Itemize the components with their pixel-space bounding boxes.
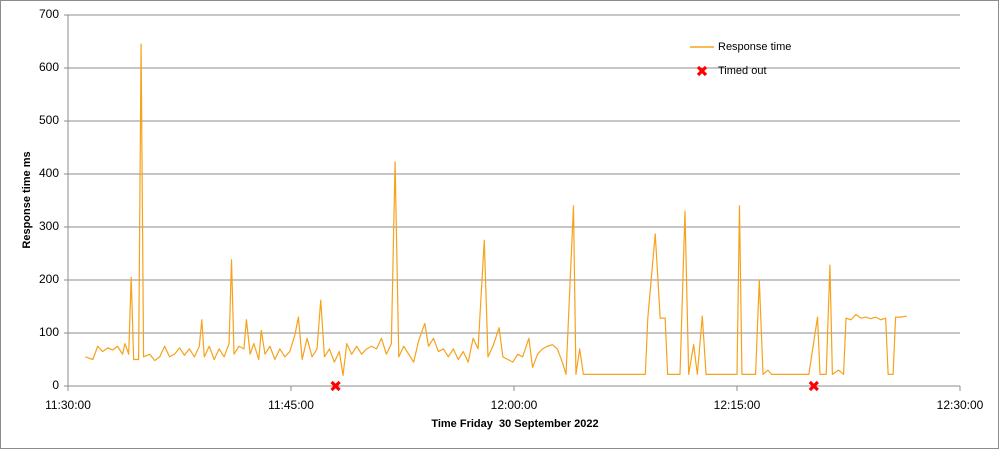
x-tick-label: 11:30:00 (45, 398, 91, 412)
x-axis-title: Time Friday 30 September 2022 (431, 418, 598, 430)
y-tick-label: 200 (39, 272, 59, 286)
legend-marker (696, 65, 708, 77)
legend-label: Response time (718, 41, 791, 53)
y-tick-label: 600 (39, 60, 59, 74)
timeout-marker (330, 380, 341, 392)
x-tick-label: 11:45:00 (268, 398, 314, 412)
y-tick-label: 0 (52, 378, 59, 392)
x-tick-label: 12:30:00 (937, 398, 984, 412)
y-tick-label: 100 (39, 325, 59, 339)
timeout-marker (808, 380, 819, 392)
legend-label: Timed out (718, 65, 767, 77)
y-tick-label: 300 (39, 219, 59, 233)
x-tick-label: 12:00:00 (491, 398, 538, 412)
y-tick-label: 700 (39, 7, 59, 21)
y-tick-label: 500 (39, 113, 59, 127)
y-axis-title: Response time ms (21, 151, 33, 248)
response-line (85, 43, 907, 376)
x-tick-label: 12:15:00 (714, 398, 761, 412)
y-tick-label: 400 (39, 166, 59, 180)
